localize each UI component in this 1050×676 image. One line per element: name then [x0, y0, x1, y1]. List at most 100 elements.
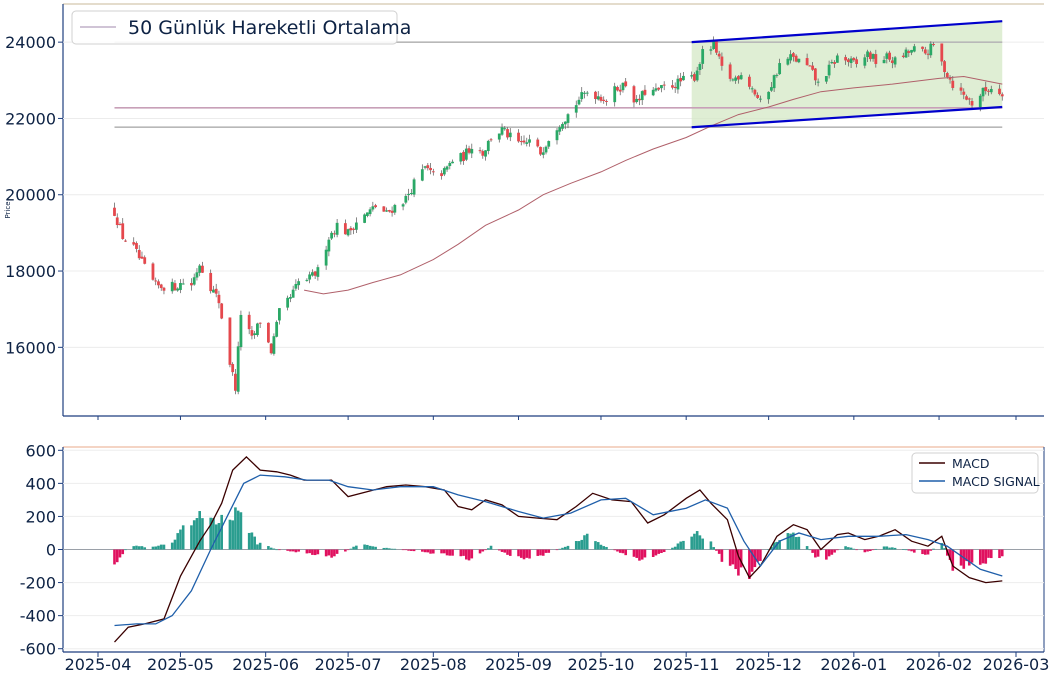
histogram-bar-negative: [327, 549, 331, 556]
histogram-bar-negative: [500, 549, 504, 552]
candle-down: [231, 364, 235, 373]
histogram-bar-positive: [673, 546, 677, 550]
histogram-bar-negative: [118, 549, 122, 558]
histogram-bar-negative: [731, 549, 735, 565]
candle-down: [132, 242, 136, 245]
histogram-bar-negative: [522, 549, 526, 560]
candle-up: [528, 139, 531, 143]
candle-down: [805, 58, 809, 66]
histogram-bar-negative: [541, 549, 545, 556]
histogram-bar-negative: [638, 549, 641, 561]
macd-ytick-label: -400: [20, 607, 56, 626]
candle-down: [162, 287, 166, 291]
candle-down: [113, 207, 116, 216]
candle-down: [747, 76, 751, 87]
candle-down: [599, 96, 603, 101]
histogram-bar-positive: [682, 540, 685, 550]
histogram-bar-negative: [316, 549, 320, 555]
histogram-bar-negative: [737, 549, 740, 576]
candle-up: [393, 204, 397, 213]
histogram-bar-negative: [462, 549, 465, 556]
histogram-bar-positive: [709, 541, 713, 550]
price-legend-label: 50 Günlük Hareketli Ortalama: [128, 17, 411, 39]
histogram-bar-positive: [363, 544, 366, 550]
candle-up: [775, 74, 779, 76]
macd-ytick-label: 600: [25, 441, 56, 460]
histogram-bar-negative: [113, 549, 116, 565]
candle-up: [660, 85, 663, 89]
histogram-bar-positive: [852, 548, 856, 550]
histogram-bar-positive: [874, 548, 878, 550]
candle-up: [497, 133, 501, 140]
histogram-bar-negative: [816, 549, 820, 557]
histogram-bar-positive: [269, 547, 273, 550]
histogram-bar-positive: [388, 548, 391, 550]
price-legend: 50 Günlük Hareketli Ortalama: [71, 10, 411, 45]
candle-down: [159, 284, 163, 289]
histogram-bar-negative: [346, 549, 350, 551]
candle-down: [679, 77, 683, 82]
price-ytick-label: 24000: [5, 33, 56, 52]
histogram-bar-negative: [811, 549, 814, 553]
ma50-line: [304, 75, 1003, 295]
histogram-bar-negative: [308, 549, 311, 554]
candle-up: [275, 321, 279, 337]
candle-up: [385, 210, 388, 212]
histogram-bar-negative: [926, 549, 930, 555]
candle-up: [363, 214, 367, 223]
histogram-bar-positive: [253, 536, 256, 550]
histogram-bar-negative: [981, 549, 985, 564]
histogram-bar-positive: [212, 517, 215, 550]
histogram-bar-positive: [885, 546, 889, 550]
candle-up: [286, 297, 290, 308]
xtick-label: 2025-07: [315, 655, 382, 674]
candle-up: [324, 249, 328, 266]
candle-down: [673, 86, 677, 89]
candle-up: [882, 59, 886, 64]
xtick-label: 2025-04: [65, 655, 132, 674]
candle-down: [217, 294, 221, 304]
candle-down: [517, 132, 520, 142]
candle-up: [294, 283, 298, 289]
xtick-label: 2026-01: [820, 655, 887, 674]
histogram-bar-negative: [613, 549, 617, 551]
candle-up: [500, 127, 504, 135]
histogram-bar-positive: [236, 510, 240, 550]
histogram-bar-negative: [503, 549, 507, 553]
candle-up: [676, 78, 680, 90]
candle-up: [547, 141, 551, 147]
histogram-bar-positive: [599, 544, 603, 550]
histogram-bar-positive: [355, 545, 358, 550]
histogram-bar-negative: [948, 549, 952, 560]
histogram-bar-negative: [539, 549, 542, 556]
histogram-bar-positive: [585, 533, 589, 550]
candle-up: [354, 222, 358, 230]
candle-up: [613, 86, 617, 103]
candle-down: [632, 86, 636, 103]
candle-up: [459, 153, 463, 162]
channel-fill: [691, 21, 1003, 128]
candle-up: [544, 146, 548, 153]
histogram-bar-positive: [179, 529, 182, 550]
macd-panel: 600 400 200 0 -200 -400 -600 2025-04 2025-05 2025…: [20, 441, 1050, 674]
candle-up: [365, 212, 369, 216]
price-ytick-label: 18000: [5, 262, 56, 281]
channel-lower-line: [691, 105, 1003, 129]
histogram-bar-negative: [962, 549, 966, 569]
candle-down: [426, 165, 430, 169]
channel-upper-line: [691, 20, 1003, 44]
candle-down: [907, 51, 911, 53]
candle-up: [835, 55, 839, 63]
histogram-bar-negative: [660, 549, 663, 554]
histogram-bar-negative: [998, 549, 1001, 559]
histogram-bar-positive: [792, 532, 795, 550]
histogram-bar-positive: [366, 544, 369, 550]
candle-down: [624, 81, 628, 87]
candle-up: [198, 265, 202, 273]
candle-down: [844, 57, 847, 61]
candle-up: [585, 92, 589, 94]
candle-down: [522, 140, 526, 143]
histogram-bar-positive: [231, 520, 234, 550]
histogram-bar-negative: [717, 549, 721, 554]
histogram-bar-negative: [291, 549, 295, 552]
